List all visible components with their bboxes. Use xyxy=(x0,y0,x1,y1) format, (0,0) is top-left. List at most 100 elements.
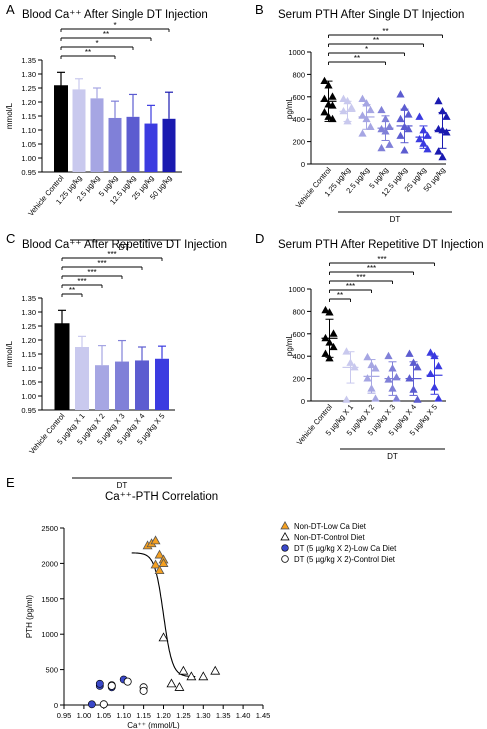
significance-label: *** xyxy=(346,282,355,291)
y-tick-label: 400 xyxy=(292,115,305,124)
y-tick-label: 1500 xyxy=(41,595,58,604)
y-tick-label: 1.30 xyxy=(21,70,36,79)
data-point xyxy=(366,105,375,114)
bar xyxy=(162,118,176,172)
data-point xyxy=(415,112,424,120)
data-point xyxy=(280,520,290,530)
data-point xyxy=(405,349,414,357)
data-point xyxy=(99,700,108,709)
bar xyxy=(54,323,70,411)
x-tick-label: 1.25 xyxy=(176,711,191,720)
y-tick-label: 1.25 xyxy=(21,84,36,93)
x-tick-label: Vehicle Control xyxy=(295,402,335,447)
data-point xyxy=(363,374,372,382)
y-tick-label: 200 xyxy=(292,138,305,147)
bar xyxy=(90,98,104,172)
significance-label: ** xyxy=(382,27,388,36)
significance-label: * xyxy=(365,45,368,54)
y-tick-label: 600 xyxy=(292,330,305,339)
data-point xyxy=(321,349,330,357)
data-point xyxy=(366,122,375,130)
data-point xyxy=(150,559,161,569)
bar xyxy=(108,117,122,172)
y-tick-label: 0.95 xyxy=(21,406,36,415)
y-tick-label: 1.25 xyxy=(21,322,36,331)
y-tick-label: 1000 xyxy=(288,285,305,294)
y-tick-label: 1000 xyxy=(288,48,305,57)
data-point xyxy=(281,555,289,563)
y-tick-label: 1.10 xyxy=(21,126,36,135)
bar xyxy=(95,365,109,410)
legend-label: Non-DT-Low Ca Diet xyxy=(294,522,367,531)
panel-letter-c: C xyxy=(6,231,15,246)
data-point xyxy=(404,124,413,133)
data-point xyxy=(442,128,451,136)
data-point xyxy=(423,145,432,153)
data-point xyxy=(150,535,161,545)
y-tick-label: 0 xyxy=(54,701,58,710)
data-point xyxy=(186,671,197,681)
y-tick-label: 500 xyxy=(45,666,58,675)
data-point xyxy=(123,677,132,686)
x-tick-label: 1.00 xyxy=(77,711,92,720)
y-tick-label: 0 xyxy=(301,160,305,169)
bar xyxy=(135,360,149,410)
data-point xyxy=(392,394,401,402)
y-tick-label: 1.05 xyxy=(21,140,36,149)
y-tick-label: 1.05 xyxy=(21,378,36,387)
data-point xyxy=(415,134,424,143)
significance-label: * xyxy=(113,21,116,30)
panel-a-chart: 0.95 1.00 1.05 1.10 1.15 1.20 1.25 1.30 1.35 mmol… xyxy=(5,21,182,252)
significance-label: ** xyxy=(103,30,109,39)
y-axis-label: pg/mL xyxy=(285,333,294,356)
data-point xyxy=(384,351,393,360)
y-tick-label: 0 xyxy=(301,397,305,406)
y-tick-label: 1.15 xyxy=(21,350,36,359)
significance-label: ** xyxy=(373,36,379,45)
panel-letter-b: B xyxy=(255,2,264,17)
data-point xyxy=(95,679,104,688)
y-tick-label: 1.10 xyxy=(21,364,36,373)
significance-label: ** xyxy=(69,286,75,295)
fit-curve xyxy=(131,552,196,678)
data-point xyxy=(325,308,334,316)
data-point xyxy=(107,681,116,690)
panel-title-e: Ca⁺⁺-PTH Correlation xyxy=(105,491,218,503)
x-tick-label: 0.95 xyxy=(57,711,72,720)
panel-letter-e: E xyxy=(6,475,15,490)
data-point xyxy=(174,681,185,691)
significance-label: * xyxy=(95,39,98,48)
bar xyxy=(126,116,140,172)
significance-label: *** xyxy=(377,255,386,264)
data-point xyxy=(166,678,177,688)
data-point xyxy=(320,76,329,85)
significance-label: ** xyxy=(337,291,343,300)
data-point xyxy=(329,329,338,337)
data-point xyxy=(358,129,367,137)
bar xyxy=(144,123,158,172)
data-point xyxy=(329,342,338,351)
data-point xyxy=(371,394,380,402)
data-point xyxy=(158,558,169,567)
data-point xyxy=(396,131,405,139)
data-point xyxy=(400,146,409,154)
data-point xyxy=(438,152,447,161)
legend-label: DT (5 µg/kg X 2)-Low Ca Diet xyxy=(294,544,397,553)
bar xyxy=(155,358,169,410)
significance-label: *** xyxy=(367,264,376,273)
data-point xyxy=(87,700,96,709)
data-point xyxy=(158,632,169,642)
panel-letter-d: D xyxy=(255,231,264,246)
x-tick-label: 1.20 xyxy=(156,711,171,720)
bar xyxy=(75,347,89,410)
x-tick-label: 1.15 xyxy=(136,711,151,720)
data-point xyxy=(154,565,165,575)
bar xyxy=(54,85,68,173)
x-tick-label: 1.30 xyxy=(196,711,211,720)
data-point xyxy=(320,94,329,102)
x-tick-label: 1.40 xyxy=(236,711,251,720)
data-point xyxy=(385,140,394,148)
data-point xyxy=(434,361,443,370)
data-point xyxy=(434,147,443,155)
